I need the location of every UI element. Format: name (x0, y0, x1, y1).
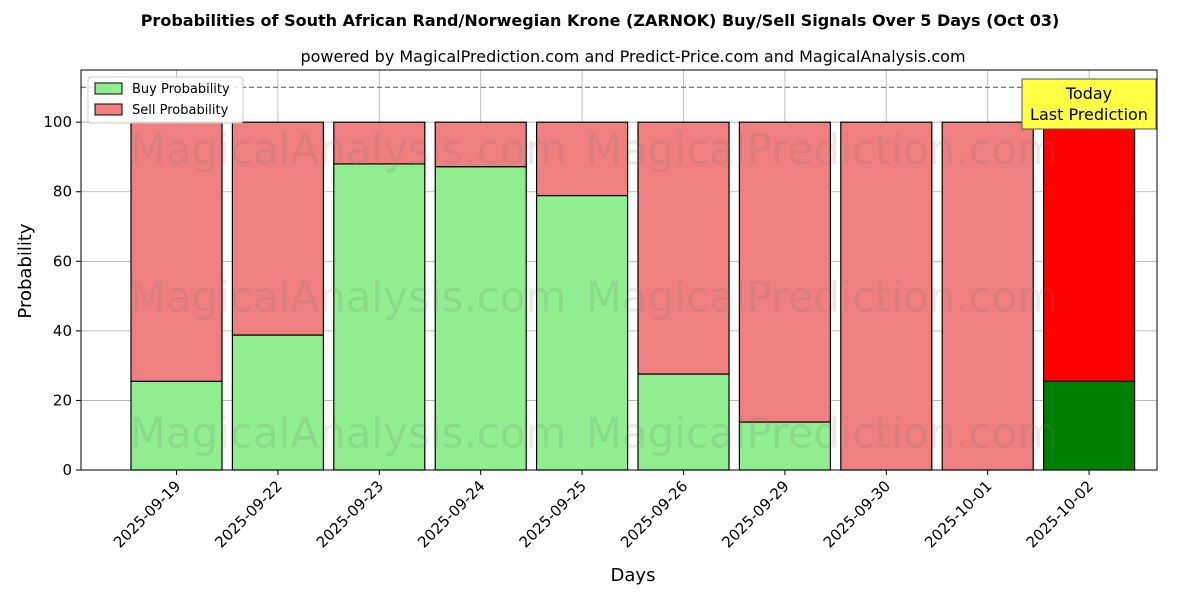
y-tick-label: 0 (62, 461, 72, 479)
x-tick-label: 2025-09-29 (718, 477, 792, 551)
bar-buy-2025-09-26 (637, 373, 730, 471)
bar-sell-2025-09-30 (840, 121, 933, 471)
bar-sell-2025-10-02 (1042, 121, 1136, 382)
annotation-line-2: Last Prediction (1030, 105, 1148, 124)
legend-swatch-buy (94, 82, 123, 95)
bars (130, 121, 1136, 471)
y-ticks: 0 20 40 60 80 100 (43, 113, 81, 479)
bar-buy-2025-09-25 (535, 194, 629, 471)
y-axis-label: Probability (15, 223, 36, 318)
bar-sell-2025-09-25 (535, 121, 629, 197)
bar-sell-2025-09-22 (231, 121, 324, 336)
watermark-prediction: MagicalPrediction.com (586, 273, 1059, 322)
legend-label-buy: Buy Probability (132, 82, 230, 97)
watermark-analysis: MagicalAnalysis.com (130, 273, 567, 322)
bar-sell-2025-09-29 (738, 121, 832, 423)
plot-frame (80, 69, 1158, 471)
watermark-analysis: MagicalAnalysis.com (130, 125, 567, 174)
x-tick-label: 2025-09-24 (414, 477, 488, 551)
x-tick-label: 2025-10-01 (921, 477, 995, 551)
chart-subtitle: powered by MagicalPrediction.com and Pre… (300, 47, 965, 66)
legend-swatch-sell (94, 103, 123, 116)
legend-box (87, 76, 244, 124)
today-annotation: Today Last Prediction (1021, 78, 1157, 130)
legend-label-sell: Sell Probability (132, 103, 229, 118)
watermarks: MagicalAnalysis.com MagicalPrediction.com… (130, 125, 1059, 457)
bar-sell-2025-09-26 (637, 121, 730, 375)
bar-buy-2025-09-29 (738, 421, 832, 471)
y-tick-label: 20 (53, 391, 72, 409)
bar-sell-2025-09-24 (434, 121, 527, 168)
y-tick-label: 100 (43, 113, 72, 131)
x-tick-label: 2025-09-30 (820, 477, 894, 551)
annotation-box (1021, 78, 1157, 130)
bar-buy-2025-09-24 (434, 166, 527, 471)
plot-area: MagicalAnalysis.com MagicalPrediction.com… (43, 69, 1158, 551)
bar-sell-2025-09-19 (130, 121, 223, 382)
x-tick-label: 2025-09-22 (211, 477, 285, 551)
watermark-analysis: MagicalAnalysis.com (130, 408, 567, 457)
y-tick-label: 40 (53, 322, 72, 340)
bar-buy-2025-09-23 (333, 163, 426, 471)
x-tick-label: 2025-09-23 (313, 477, 387, 551)
bar-sell-2025-09-23 (333, 121, 426, 165)
legend: Buy Probability Sell Probability (87, 76, 244, 124)
y-tick-label: 60 (53, 252, 72, 270)
bar-buy-2025-10-02 (1042, 380, 1136, 471)
x-tick-label: 2025-10-02 (1023, 477, 1097, 551)
x-tick-label: 2025-09-19 (110, 477, 184, 551)
x-tick-label: 2025-09-25 (516, 477, 590, 551)
watermark-prediction: MagicalPrediction.com (586, 408, 1059, 457)
chart-title: Probabilities of South African Rand/Norw… (141, 11, 1060, 30)
annotation-line-1: Today (1065, 84, 1112, 103)
bar-sell-2025-10-01 (941, 121, 1034, 471)
y-tick-label: 80 (53, 183, 72, 201)
x-axis-label: Days (611, 565, 656, 586)
watermark-prediction: MagicalPrediction.com (586, 125, 1059, 174)
x-tick-label: 2025-09-26 (617, 477, 691, 551)
x-ticks: 2025-09-19 2025-09-22 2025-09-23 2025-09-24… (110, 470, 1097, 551)
